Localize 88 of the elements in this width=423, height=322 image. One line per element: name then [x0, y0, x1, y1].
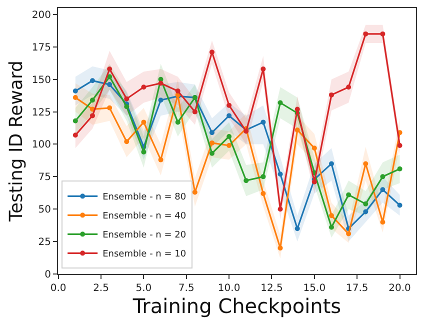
point — [260, 120, 266, 125]
point — [397, 202, 402, 208]
y-tick-label: 100 — [32, 140, 51, 151]
point — [90, 98, 95, 103]
point — [363, 209, 368, 214]
y-tick-label: 25 — [38, 237, 51, 248]
point — [346, 192, 352, 198]
x-tick-label: 5.0 — [136, 283, 152, 294]
point — [192, 109, 198, 114]
point — [226, 134, 232, 139]
point — [124, 139, 130, 144]
point — [346, 84, 352, 90]
y-tick-label: 150 — [32, 74, 51, 86]
point — [312, 146, 317, 151]
point — [278, 100, 283, 106]
point — [72, 95, 78, 100]
point — [294, 106, 300, 112]
point — [107, 66, 112, 72]
point — [380, 174, 386, 180]
point — [328, 161, 334, 166]
point — [158, 157, 164, 162]
point — [363, 161, 368, 166]
point — [294, 127, 300, 132]
point — [397, 143, 402, 148]
point — [328, 213, 334, 218]
y-tick-label: 125 — [32, 107, 51, 118]
x-tick-label: 0.0 — [50, 283, 66, 294]
point — [226, 113, 232, 118]
y-tick-label: 50 — [38, 204, 51, 216]
point — [72, 132, 78, 138]
point — [124, 104, 130, 110]
legend-label: Ensemble - n = 80 — [102, 192, 186, 203]
legend-label: Ensemble - n = 20 — [102, 230, 186, 241]
point — [107, 74, 112, 80]
point — [141, 150, 146, 155]
point — [278, 246, 283, 251]
point — [90, 113, 95, 118]
y-tick-label: 75 — [38, 172, 51, 184]
point — [90, 78, 95, 84]
point — [209, 50, 214, 55]
x-tick-label: 15.0 — [303, 283, 326, 294]
point — [380, 220, 386, 225]
point — [260, 174, 266, 180]
point — [397, 166, 402, 172]
x-axis-title: Training Checkpoints — [132, 294, 342, 318]
point — [260, 191, 266, 196]
point — [226, 143, 232, 148]
x-tick-label: 20.0 — [388, 283, 411, 294]
legend-label: Ensemble - n = 40 — [102, 212, 186, 222]
x-tick-label: 7.5 — [178, 283, 194, 294]
point — [312, 179, 317, 184]
point — [72, 88, 78, 94]
point — [363, 201, 368, 206]
point — [175, 120, 180, 125]
legend-label: Ensemble - n = 10 — [102, 250, 186, 260]
x-tick-label: 10.0 — [218, 283, 240, 294]
x-tick-label: 17.5 — [346, 283, 368, 294]
point — [226, 102, 232, 108]
point — [192, 190, 198, 195]
y-tick-label: 0 — [44, 270, 51, 280]
point — [209, 130, 214, 136]
y-tick-label: 200 — [32, 10, 51, 21]
point — [278, 206, 283, 212]
point — [328, 224, 334, 230]
point — [124, 96, 130, 102]
point — [107, 82, 112, 88]
point — [244, 178, 249, 184]
point — [380, 31, 386, 36]
point — [175, 88, 180, 94]
point — [158, 98, 164, 103]
point — [328, 92, 334, 98]
point — [260, 66, 266, 72]
point — [294, 226, 300, 232]
point — [363, 31, 368, 36]
y-axis-title: Testing ID Reward — [6, 60, 28, 222]
point — [158, 80, 164, 86]
point — [209, 150, 214, 156]
point — [209, 140, 214, 146]
point — [278, 172, 283, 177]
point — [107, 105, 112, 110]
y-tick-label: 175 — [32, 42, 51, 54]
point — [72, 118, 78, 124]
x-tick-label: 2.5 — [93, 283, 109, 294]
point — [141, 84, 146, 90]
point — [346, 231, 352, 236]
point — [380, 187, 386, 192]
x-tick-label: 12.5 — [260, 283, 283, 294]
point — [141, 120, 146, 125]
